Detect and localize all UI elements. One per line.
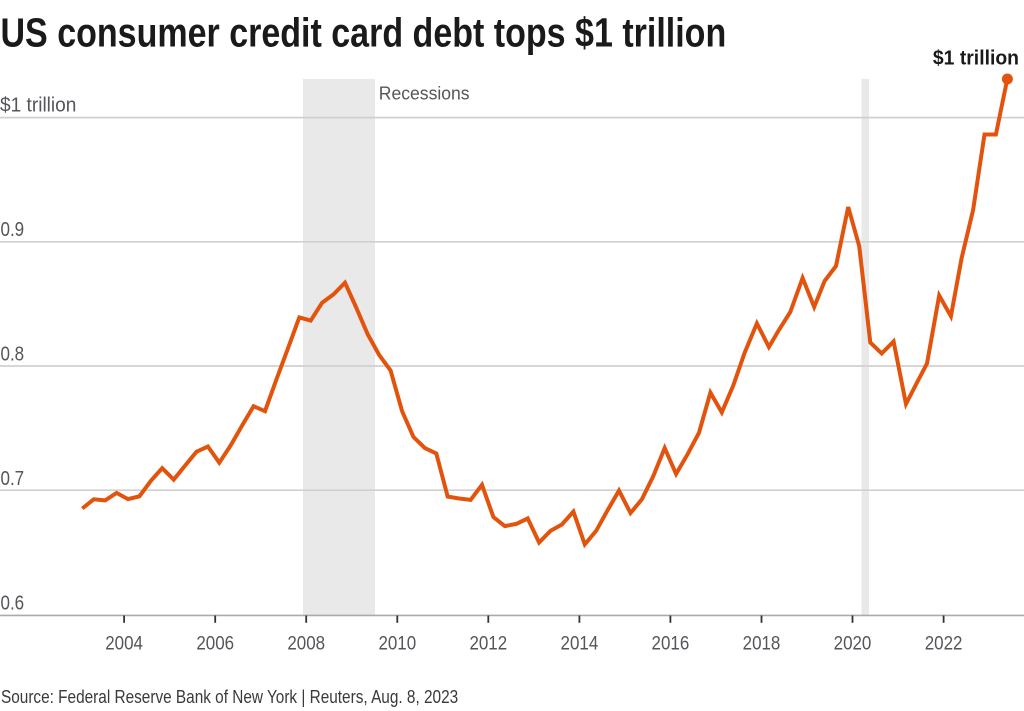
svg-text:0.9: 0.9 (1, 217, 25, 240)
svg-text:0.8: 0.8 (1, 342, 25, 365)
svg-text:2016: 2016 (652, 631, 690, 653)
svg-text:2004: 2004 (105, 631, 143, 653)
svg-text:2014: 2014 (561, 631, 599, 653)
svg-text:$1 trillion: $1 trillion (933, 47, 1019, 70)
svg-text:0.6: 0.6 (1, 591, 25, 614)
svg-text:Recessions: Recessions (379, 83, 470, 104)
svg-text:2018: 2018 (743, 631, 781, 653)
svg-text:2012: 2012 (469, 631, 507, 653)
svg-text:Source: Federal Reserve Bank o: Source: Federal Reserve Bank of New York… (1, 687, 458, 708)
svg-text:0.7: 0.7 (1, 466, 25, 489)
svg-text:US consumer credit card debt t: US consumer credit card debt tops $1 tri… (1, 10, 727, 56)
svg-text:2010: 2010 (378, 631, 416, 653)
svg-text:2020: 2020 (834, 631, 872, 653)
svg-text:2006: 2006 (196, 631, 234, 653)
svg-text:2022: 2022 (925, 631, 963, 653)
svg-text:$1 trillion: $1 trillion (0, 94, 76, 117)
svg-text:2008: 2008 (287, 631, 325, 653)
